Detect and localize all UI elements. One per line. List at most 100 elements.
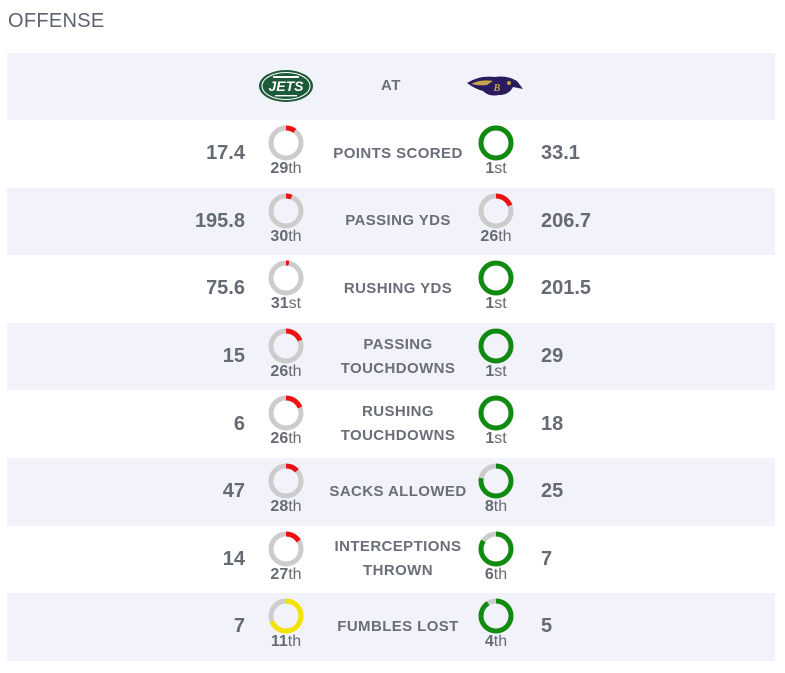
home-rank-donut bbox=[478, 260, 514, 296]
stat-row: 7 11th FUMBLES LOST 4th 5 bbox=[7, 593, 775, 661]
away-stat-value: 195.8 bbox=[194, 209, 245, 232]
stat-row: 47 28th SACKS ALLOWED 8th 25 bbox=[7, 457, 775, 526]
home-rank-suffix: st bbox=[494, 160, 507, 177]
stat-label: FUMBLES LOST bbox=[337, 617, 459, 635]
stat-row: 75.6 31st RUSHING YDS 1st 201.5 bbox=[7, 255, 775, 323]
away-rank-donut bbox=[268, 328, 304, 364]
home-rank-suffix: st bbox=[494, 295, 507, 313]
away-rank-number: 31 bbox=[270, 295, 289, 313]
home-rank-number: 6 bbox=[484, 565, 494, 583]
stat-label: SACKS ALLOWED bbox=[329, 482, 467, 500]
away-rank-donut bbox=[268, 463, 304, 499]
home-rank-number: 8 bbox=[484, 497, 494, 515]
donut-fill bbox=[478, 598, 514, 634]
donut-fill bbox=[478, 395, 514, 431]
donut-fill bbox=[478, 193, 514, 229]
donut-fill bbox=[268, 598, 304, 634]
stat-row: 6 26th RUSHING TOUCHDOWNS 1st 18 bbox=[7, 390, 775, 458]
away-stat-value: 15 bbox=[222, 345, 245, 368]
away-rank-donut bbox=[268, 598, 304, 634]
away-rank-donut bbox=[268, 125, 304, 161]
away-rank-suffix: th bbox=[288, 497, 302, 515]
away-rank-donut bbox=[268, 395, 304, 431]
home-rank-suffix: th bbox=[493, 497, 508, 515]
home-rank-donut bbox=[478, 193, 514, 229]
away-rank-suffix: th bbox=[288, 565, 302, 583]
home-rank-donut bbox=[478, 531, 514, 567]
svg-text:B: B bbox=[493, 83, 501, 94]
away-rank-suffix: th bbox=[288, 362, 302, 380]
away-rank: 30th bbox=[256, 228, 316, 246]
donut-fill bbox=[478, 260, 514, 296]
away-stat-value: 75.6 bbox=[206, 277, 245, 300]
home-rank-suffix: st bbox=[494, 362, 507, 380]
away-rank: 27th bbox=[256, 566, 316, 584]
stat-label: PASSING TOUCHDOWNS bbox=[340, 335, 456, 377]
home-rank-number: 1 bbox=[485, 362, 495, 380]
home-rank: 1st bbox=[466, 160, 526, 178]
away-rank-suffix: th bbox=[287, 633, 302, 651]
home-rank-number: 1 bbox=[485, 160, 495, 177]
home-rank-suffix: th bbox=[493, 565, 508, 583]
home-rank: 6th bbox=[466, 566, 526, 584]
away-rank-number: 28 bbox=[270, 497, 289, 515]
away-stat-value: 6 bbox=[233, 412, 245, 435]
away-rank-suffix: th bbox=[288, 227, 302, 245]
away-rank-suffix: st bbox=[288, 295, 302, 313]
stat-row: 14 27th INTERCEPTIONS THROWN 6th 7 bbox=[7, 526, 775, 594]
home-rank-number: 26 bbox=[480, 227, 499, 245]
home-rank-donut bbox=[478, 125, 514, 161]
stat-row: 195.8 30th PASSING YDS 26th 206.7 bbox=[7, 187, 775, 256]
stat-label: INTERCEPTIONS THROWN bbox=[334, 538, 462, 580]
away-rank: 26th bbox=[256, 430, 316, 448]
section-title: OFFENSE bbox=[8, 10, 105, 32]
home-rank-suffix: th bbox=[493, 633, 508, 651]
donut-fill bbox=[268, 125, 304, 161]
stat-label: PASSING YDS bbox=[345, 212, 451, 230]
donut-fill bbox=[268, 395, 304, 431]
home-rank-number: 1 bbox=[485, 430, 495, 448]
away-stat-value: 7 bbox=[233, 615, 245, 638]
donut-fill bbox=[478, 463, 514, 499]
home-rank-suffix: st bbox=[494, 430, 507, 448]
away-rank: 31st bbox=[256, 295, 316, 313]
away-rank-number: 26 bbox=[270, 362, 289, 380]
team-header-row: JETS AT B bbox=[7, 53, 775, 120]
home-rank: 4th bbox=[466, 633, 526, 651]
stat-label: POINTS SCORED bbox=[333, 144, 463, 162]
home-rank: 8th bbox=[466, 498, 526, 516]
home-rank-donut bbox=[478, 598, 514, 634]
stat-label: RUSHING YDS bbox=[343, 279, 453, 297]
stat-row: 15 26th PASSING TOUCHDOWNS 1st 29 bbox=[7, 322, 775, 391]
donut-fill bbox=[478, 531, 514, 567]
donut-track bbox=[268, 260, 304, 296]
ravens-logo-icon: B bbox=[467, 76, 523, 96]
home-stat-value: 33.1 bbox=[541, 142, 580, 165]
away-rank-number: 11 bbox=[270, 633, 288, 651]
donut-fill bbox=[268, 463, 304, 499]
away-rank-number: 30 bbox=[270, 227, 289, 245]
home-stat-value: 25 bbox=[541, 480, 564, 503]
svg-text:JETS: JETS bbox=[268, 78, 304, 94]
away-rank-donut bbox=[268, 260, 304, 296]
home-rank-number: 1 bbox=[485, 295, 495, 313]
home-rank: 1st bbox=[466, 295, 526, 313]
donut-track bbox=[268, 125, 304, 161]
home-rank-donut bbox=[478, 395, 514, 431]
away-rank: 28th bbox=[256, 498, 316, 516]
donut-fill bbox=[478, 125, 514, 161]
home-rank: 26th bbox=[466, 228, 526, 246]
home-stat-value: 18 bbox=[541, 412, 564, 435]
away-stat-value: 47 bbox=[222, 480, 245, 503]
away-stat-value: 17.4 bbox=[206, 142, 245, 165]
donut-track bbox=[268, 193, 304, 229]
away-rank: 11th bbox=[256, 633, 316, 651]
home-stat-value: 201.5 bbox=[541, 277, 592, 300]
donut-fill bbox=[478, 328, 514, 364]
stat-row: 17.4 29th POINTS SCORED 1st 33.1 bbox=[7, 120, 775, 188]
home-rank: 1st bbox=[466, 363, 526, 381]
donut-fill bbox=[268, 328, 304, 364]
at-label: AT bbox=[381, 77, 401, 94]
donut-fill bbox=[268, 260, 304, 296]
donut-fill bbox=[268, 531, 304, 567]
